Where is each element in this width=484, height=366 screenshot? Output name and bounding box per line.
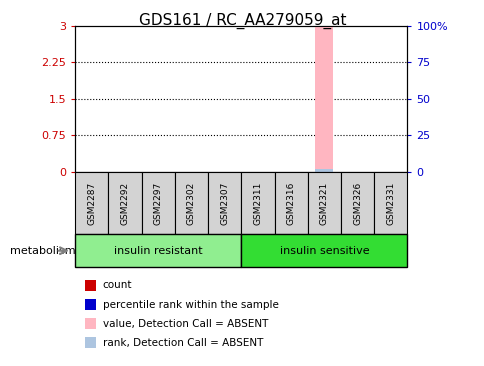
Text: GSM2331: GSM2331 (385, 182, 394, 225)
Bar (241, 234, 407, 267)
Text: GSM2292: GSM2292 (120, 182, 129, 225)
Text: GDS161 / RC_AA279059_at: GDS161 / RC_AA279059_at (138, 13, 346, 29)
Bar (340, 172, 374, 234)
Bar (75, 172, 108, 234)
Text: GSM2307: GSM2307 (220, 182, 229, 225)
Bar (141, 172, 174, 234)
Bar (208, 172, 241, 234)
Text: GSM2326: GSM2326 (352, 182, 362, 225)
Text: percentile rank within the sample: percentile rank within the sample (103, 299, 278, 310)
Bar (274, 172, 307, 234)
Text: insulin sensitive: insulin sensitive (279, 246, 368, 256)
Bar (374, 172, 407, 234)
Bar (315, 26, 333, 172)
Text: count: count (103, 280, 132, 291)
Text: rank, Detection Call = ABSENT: rank, Detection Call = ABSENT (103, 337, 263, 348)
Text: GSM2287: GSM2287 (87, 182, 96, 225)
Text: GSM2311: GSM2311 (253, 182, 262, 225)
Bar (307, 172, 340, 234)
Text: GSM2316: GSM2316 (286, 182, 295, 225)
Text: metabolism: metabolism (10, 246, 75, 256)
Bar (108, 172, 141, 234)
Text: value, Detection Call = ABSENT: value, Detection Call = ABSENT (103, 318, 268, 329)
Bar (75, 234, 241, 267)
Text: insulin resistant: insulin resistant (114, 246, 202, 256)
Text: GSM2297: GSM2297 (153, 182, 163, 225)
Text: GSM2302: GSM2302 (186, 182, 196, 225)
Text: GSM2321: GSM2321 (319, 182, 328, 225)
Bar (315, 169, 333, 172)
Bar (241, 172, 274, 234)
Bar (174, 172, 208, 234)
